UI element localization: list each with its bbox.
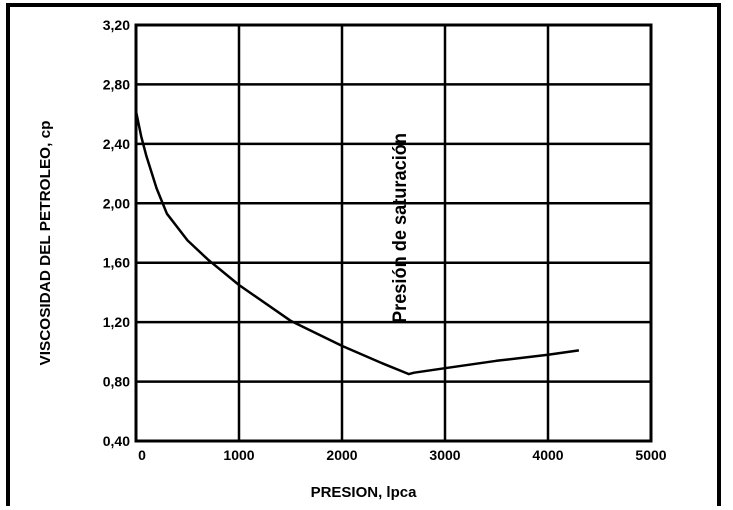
x-tick-label: 2000 <box>326 447 357 463</box>
plot-border <box>134 23 653 443</box>
x-axis-title: PRESION, lpca <box>311 484 418 501</box>
y-tick-label: 2,40 <box>103 136 130 152</box>
y-axis-title: VISCOSIDAD DEL PETROLEO, cp <box>37 120 54 365</box>
y-tick-label: 3,20 <box>103 17 130 33</box>
figure-frame <box>6 3 721 506</box>
y-tick-label: 2,80 <box>103 76 130 92</box>
y-tick-label: 1,20 <box>103 314 130 330</box>
ticks: 0 1000 2000 3000 4000 5000 0,40 0,80 1,20 1,60 2,0… <box>103 17 667 463</box>
y-tick-label: 0,80 <box>103 374 130 390</box>
x-tick-label: 5000 <box>635 447 666 463</box>
grid <box>136 25 651 441</box>
viscosity-curve <box>134 110 580 376</box>
x-tick-label: 3000 <box>429 447 460 463</box>
x-tick-label: 1000 <box>223 447 254 463</box>
saturation-pressure-label: Presión de saturación <box>390 133 411 323</box>
x-tick-label: 0 <box>138 447 146 463</box>
y-tick-label: 1,60 <box>103 255 130 271</box>
y-tick-label: 2,00 <box>103 195 130 211</box>
y-tick-label: 0,40 <box>103 433 130 449</box>
x-tick-label: 4000 <box>532 447 563 463</box>
